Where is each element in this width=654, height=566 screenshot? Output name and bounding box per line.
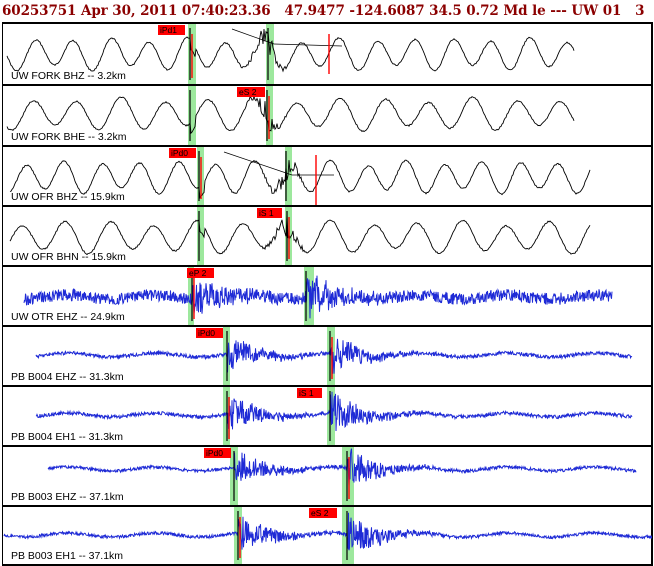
left-border bbox=[2, 22, 3, 566]
phase-pick-tag[interactable]: iS 1 bbox=[297, 388, 322, 398]
event-lon: -124.6087 bbox=[349, 3, 425, 19]
waveform-trace bbox=[9, 214, 591, 256]
trace-panel-fork-bhz[interactable]: iPd1 UW FORK BHZ -- 3.2km bbox=[2, 22, 652, 84]
event-date: Apr 30, 2011 bbox=[80, 3, 178, 19]
event-trailing: 3 bbox=[635, 3, 645, 19]
event-network: UW 01 bbox=[571, 3, 622, 19]
trace-panel-b003-ehz[interactable]: iPd0 PB B003 EHZ -- 37.1km bbox=[2, 445, 652, 505]
trace-panel-b004-eh1[interactable]: iS 1 PB B004 EH1 -- 31.3km bbox=[2, 385, 652, 445]
event-depth: 34.5 bbox=[429, 3, 462, 19]
station-label: UW FORK BHE -- 3.2km bbox=[11, 131, 127, 143]
waveform-plot bbox=[23, 267, 613, 325]
phase-pick-tag[interactable]: iPd1 bbox=[158, 25, 186, 35]
waveform-plot bbox=[35, 387, 633, 445]
coda-fit-line bbox=[273, 43, 343, 47]
trace-panel-b004-ehz[interactable]: iPd0 PB B004 EHZ -- 31.3km bbox=[2, 325, 652, 385]
waveform-trace bbox=[9, 159, 591, 200]
s-window-highlight bbox=[342, 447, 354, 505]
waveform-plot bbox=[3, 507, 652, 564]
waveform-trace bbox=[23, 275, 613, 319]
waveform-trace bbox=[3, 512, 652, 551]
station-label: UW OTR EHZ -- 24.9km bbox=[11, 311, 125, 323]
s-window-highlight bbox=[327, 327, 335, 385]
event-id: 60253751 bbox=[2, 3, 77, 19]
trace-panel-ofr-bhn[interactable]: iS 1 UW OFR BHN -- 15.9km bbox=[2, 205, 652, 265]
phase-pick-tag[interactable]: eP 2 bbox=[187, 268, 215, 278]
event-magnitude: 0.72 Md bbox=[466, 3, 528, 19]
phase-pick-tag[interactable]: eS 2 bbox=[309, 508, 337, 518]
station-label: PB B004 EH1 -- 31.3km bbox=[11, 431, 124, 443]
right-border bbox=[651, 22, 653, 566]
p-window-highlight bbox=[188, 86, 196, 145]
phase-pick-tag[interactable]: eS 2 bbox=[237, 87, 265, 97]
station-label: UW FORK BHZ -- 3.2km bbox=[11, 70, 126, 82]
station-label: PB B003 EH1 -- 37.1km bbox=[11, 550, 124, 562]
event-header: 60253751 Apr 30, 2011 07:40:23.36 47.947… bbox=[2, 0, 654, 22]
phase-pick-tag[interactable]: iPd0 bbox=[196, 328, 224, 338]
waveform-plot bbox=[47, 447, 637, 505]
station-label: UW OFR BHZ -- 15.9km bbox=[11, 191, 125, 203]
coda-fit-line bbox=[231, 28, 275, 45]
waveform-plot bbox=[35, 327, 633, 385]
event-time: 07:40:23.36 bbox=[181, 3, 271, 19]
waveform-trace bbox=[6, 94, 575, 135]
waveform-plot bbox=[9, 147, 591, 205]
phase-pick-tag[interactable]: iS 1 bbox=[257, 208, 282, 218]
coda-fit-line bbox=[223, 151, 293, 176]
s-window-highlight bbox=[285, 147, 292, 205]
station-label: PB B003 EHZ -- 37.1km bbox=[11, 491, 124, 503]
trace-panel-b003-eh1[interactable]: eS 2 PB B003 EH1 -- 37.1km bbox=[2, 505, 652, 566]
waveform-plot bbox=[9, 207, 591, 265]
waveform-trace bbox=[6, 28, 575, 73]
s-window-highlight bbox=[304, 267, 314, 325]
phase-pick-tag[interactable]: iPd0 bbox=[169, 148, 197, 158]
trace-panel-ofr-bhz[interactable]: iPd0 UW OFR BHZ -- 15.9km bbox=[2, 145, 652, 205]
station-label: PB B004 EHZ -- 31.3km bbox=[11, 371, 124, 383]
p-window-highlight bbox=[197, 207, 204, 265]
station-label: UW OFR BHN -- 15.9km bbox=[11, 251, 126, 263]
event-quality: le --- bbox=[532, 3, 567, 19]
waveform-trace bbox=[35, 338, 633, 374]
waveform-trace bbox=[47, 448, 637, 486]
trace-panel-otr-ehz[interactable]: eP 2 UW OTR EHZ -- 24.9km bbox=[2, 265, 652, 325]
waveform-trace bbox=[35, 391, 633, 432]
phase-pick-tag[interactable]: iPd0 bbox=[204, 448, 232, 458]
trace-panel-fork-bhe[interactable]: eS 2 UW FORK BHE -- 3.2km bbox=[2, 84, 652, 145]
waveform-plot bbox=[6, 86, 575, 145]
event-lat: 47.9477 bbox=[284, 3, 345, 19]
waveform-plot bbox=[6, 24, 575, 84]
